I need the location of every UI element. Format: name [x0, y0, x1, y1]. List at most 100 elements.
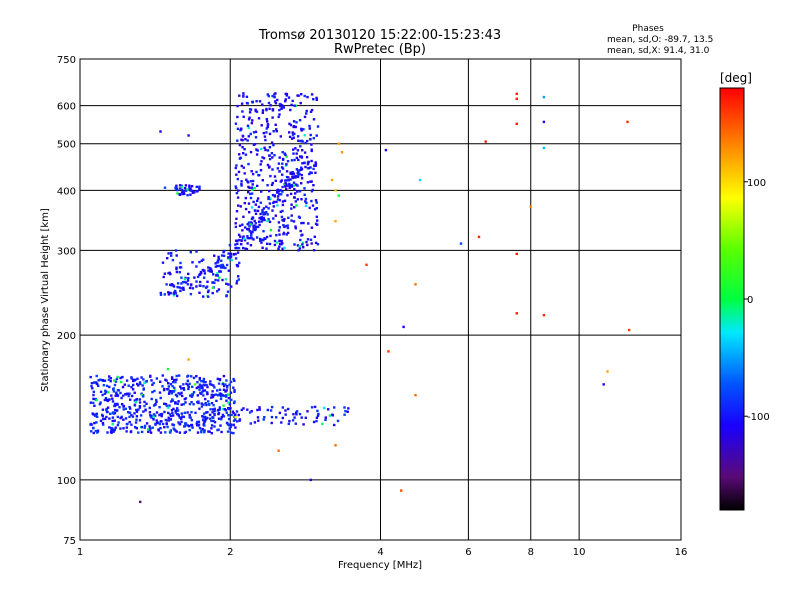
- data-point: [268, 189, 271, 193]
- data-point: [233, 390, 236, 393]
- data-point: [93, 404, 96, 407]
- data-point: [305, 156, 309, 159]
- data-point: [285, 155, 288, 158]
- data-point: [270, 405, 274, 409]
- data-point: [188, 185, 191, 189]
- data-point: [215, 274, 218, 277]
- data-point: [178, 416, 181, 419]
- data-point: [225, 411, 228, 414]
- data-point: [266, 163, 270, 167]
- data-point: [144, 409, 147, 412]
- data-point: [131, 388, 135, 391]
- data-point: [277, 449, 280, 452]
- data-point: [186, 424, 189, 427]
- data-point: [133, 412, 136, 415]
- data-point: [286, 160, 290, 163]
- data-point: [158, 422, 161, 426]
- data-point: [118, 406, 121, 409]
- data-point: [316, 409, 319, 413]
- data-point: [315, 419, 318, 423]
- data-point: [315, 416, 319, 419]
- data-point: [152, 381, 155, 385]
- data-point: [176, 412, 179, 416]
- data-point: [298, 119, 302, 122]
- data-point: [261, 156, 264, 159]
- data-point: [240, 127, 243, 131]
- data-point: [266, 219, 269, 223]
- data-point: [281, 162, 284, 165]
- data-point: [292, 220, 296, 223]
- data-point: [255, 170, 258, 174]
- data-point: [387, 350, 390, 353]
- data-point: [174, 289, 177, 293]
- data-point: [208, 430, 211, 433]
- data-point: [255, 110, 259, 113]
- data-point: [299, 101, 302, 105]
- data-point: [281, 218, 284, 222]
- data-point: [192, 391, 196, 394]
- data-point: [312, 249, 316, 252]
- data-point: [340, 151, 344, 154]
- data-point: [121, 375, 124, 379]
- data-point: [258, 223, 261, 227]
- data-point: [209, 417, 212, 420]
- data-point: [297, 94, 300, 97]
- data-point: [303, 187, 306, 190]
- data-point: [186, 194, 189, 197]
- data-point: [175, 254, 178, 257]
- data-point: [133, 403, 137, 406]
- data-point: [275, 200, 278, 204]
- data-point: [101, 408, 105, 411]
- data-point: [134, 421, 138, 424]
- data-point: [300, 177, 304, 180]
- data-point: [159, 380, 162, 383]
- data-point: [125, 379, 129, 382]
- data-point: [208, 383, 212, 386]
- data-point: [172, 292, 175, 295]
- data-point: [105, 390, 108, 394]
- plot-frame: [79, 58, 682, 541]
- data-point: [191, 393, 194, 396]
- data-point: [211, 395, 215, 399]
- data-point: [227, 256, 230, 259]
- data-point: [207, 266, 210, 269]
- data-point: [286, 226, 290, 230]
- data-point: [113, 383, 117, 387]
- data-point: [259, 212, 262, 216]
- data-point: [205, 403, 208, 407]
- data-point: [167, 416, 170, 419]
- data-point: [188, 428, 191, 432]
- data-point: [292, 125, 296, 128]
- colorbar-unit-label: [deg]: [720, 71, 752, 85]
- plot-grid: [80, 59, 681, 540]
- data-point: [286, 224, 289, 227]
- data-point: [112, 388, 115, 391]
- data-point: [268, 242, 272, 246]
- y-tick-label: 500: [57, 140, 76, 151]
- data-point: [226, 430, 230, 433]
- data-point: [260, 160, 263, 163]
- data-point: [253, 219, 256, 223]
- data-point: [251, 119, 254, 122]
- data-point: [283, 218, 286, 221]
- data-point: [278, 199, 281, 202]
- data-point: [111, 416, 115, 419]
- data-point: [260, 220, 263, 223]
- data-point: [210, 383, 213, 386]
- data-point: [234, 122, 238, 125]
- data-point: [151, 390, 154, 394]
- data-point: [172, 390, 176, 393]
- data-point: [200, 380, 203, 383]
- data-point: [277, 162, 281, 165]
- data-point: [256, 197, 260, 200]
- data-point: [222, 249, 226, 253]
- data-point: [232, 253, 236, 256]
- data-point: [289, 192, 293, 196]
- data-point: [302, 221, 305, 225]
- data-point: [250, 121, 253, 125]
- data-point: [202, 403, 205, 406]
- data-point: [155, 377, 159, 380]
- data-point: [248, 186, 251, 189]
- data-point: [191, 287, 195, 290]
- data-point: [284, 153, 287, 157]
